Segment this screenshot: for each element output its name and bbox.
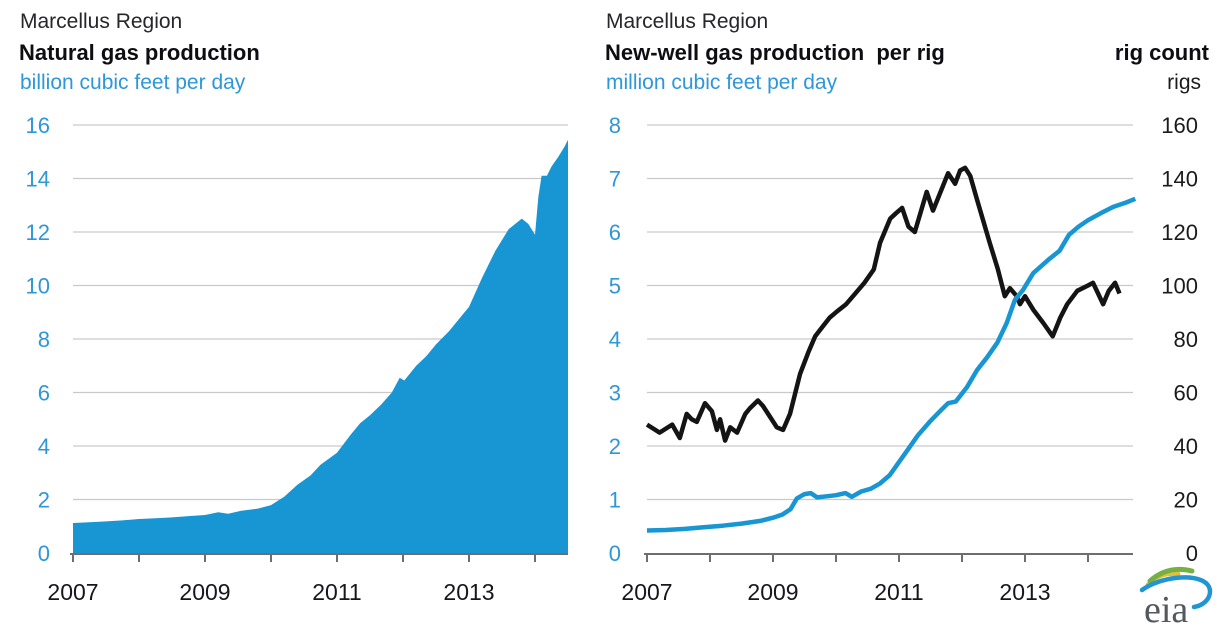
left-chart-title: Natural gas production xyxy=(19,40,260,65)
x-tick-label: 2007 xyxy=(47,579,98,605)
y-tick-label-left: 2 xyxy=(38,488,50,513)
x-tick-label: 2011 xyxy=(874,579,923,605)
y-tick-label-right: 60 xyxy=(1174,381,1198,406)
y-tick-label-left: 12 xyxy=(26,220,50,245)
y-tick-label-left: 3 xyxy=(609,381,621,406)
eia-logo-green-leaf xyxy=(1147,566,1195,584)
right-chart-secondary-unit: rigs xyxy=(1167,71,1201,94)
y-tick-label-right: 40 xyxy=(1174,434,1198,459)
x-tick-label: 2013 xyxy=(443,579,494,605)
y-tick-label-right: 100 xyxy=(1161,274,1198,299)
y-tick-label-left: 10 xyxy=(26,274,50,299)
rig-count-line xyxy=(645,165,1122,443)
x-tick-label: 2009 xyxy=(179,579,230,605)
production-area xyxy=(73,139,568,553)
y-tick-label-left: 14 xyxy=(26,167,50,192)
y-tick-label-left: 8 xyxy=(609,113,621,138)
left-chart-region: Marcellus Region xyxy=(20,10,183,33)
y-tick-label-left: 7 xyxy=(609,167,621,192)
y-tick-label-left: 0 xyxy=(38,541,50,566)
eia-logo-text: eia xyxy=(1144,589,1188,631)
y-tick-label-right: 140 xyxy=(1161,167,1198,192)
x-tick-label: 2009 xyxy=(747,579,798,605)
y-tick-label-left: 0 xyxy=(609,541,621,566)
y-tick-label-right: 160 xyxy=(1161,113,1198,138)
y-tick-label-left: 6 xyxy=(38,381,50,406)
x-tick-label: 2007 xyxy=(621,579,672,605)
y-tick-label-left: 6 xyxy=(609,220,621,245)
y-tick-label-left: 5 xyxy=(609,274,621,299)
y-tick-label-left: 8 xyxy=(38,327,50,352)
right-chart-secondary-title: rig count xyxy=(1114,40,1209,65)
y-tick-label-right: 80 xyxy=(1174,327,1198,352)
x-tick-label: 2013 xyxy=(999,579,1050,605)
eia-logo-blue-swoosh xyxy=(1139,575,1213,610)
right-chart-title: New-well gas production per rig xyxy=(605,40,945,65)
y-tick-label-left: 4 xyxy=(609,327,621,352)
y-tick-label-right: 120 xyxy=(1161,220,1198,245)
y-tick-label-right: 20 xyxy=(1174,488,1198,513)
y-tick-label-left: 4 xyxy=(38,434,50,459)
right-chart-unit: million cubic feet per day xyxy=(606,71,838,94)
per-rig-line xyxy=(646,196,1137,533)
eia-logo: eia xyxy=(1139,566,1213,631)
y-tick-label-left: 2 xyxy=(609,434,621,459)
right-chart-region: Marcellus Region xyxy=(606,10,769,33)
y-tick-label-left: 1 xyxy=(609,488,621,513)
y-tick-label-right: 0 xyxy=(1186,541,1198,566)
x-tick-label: 2011 xyxy=(312,579,361,605)
y-tick-label-left: 16 xyxy=(26,113,50,138)
left-chart-unit: billion cubic feet per day xyxy=(20,71,246,94)
